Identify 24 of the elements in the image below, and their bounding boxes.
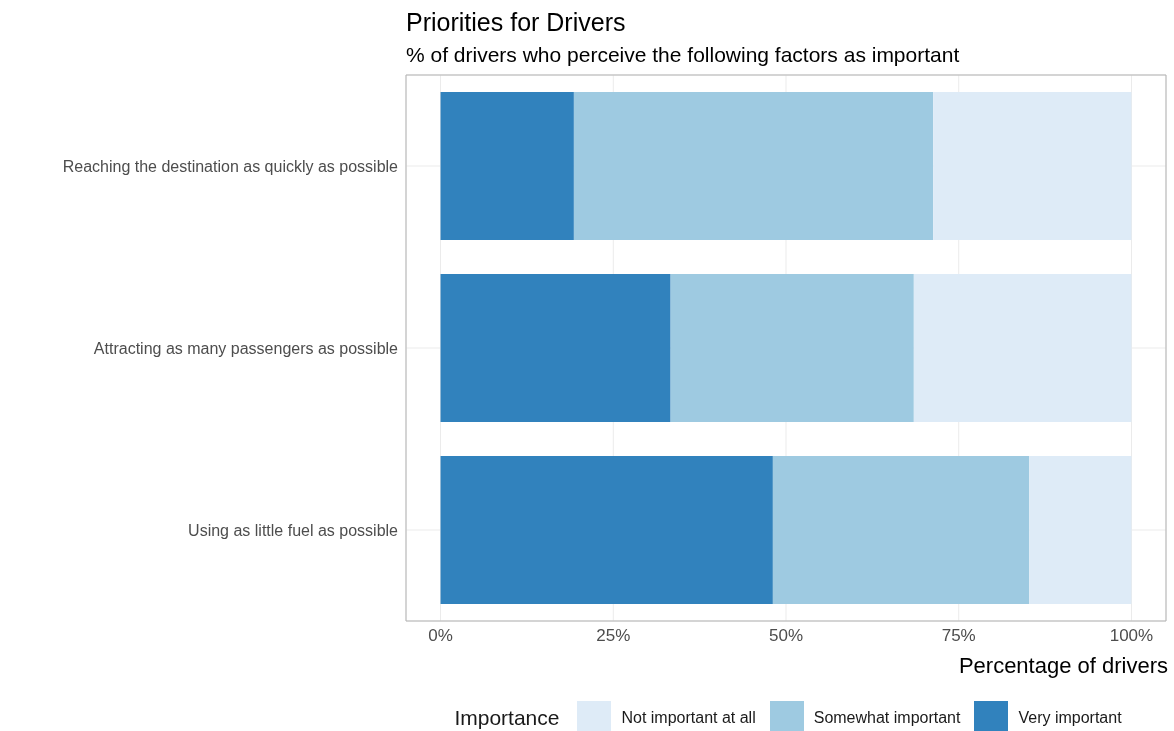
legend-label: Very important	[1018, 709, 1122, 727]
x-tick-label: 25%	[596, 626, 631, 646]
x-tick-label: 0%	[428, 626, 453, 646]
x-axis-title: Percentage of drivers	[957, 653, 1168, 679]
bar	[1029, 456, 1132, 604]
bar	[440, 274, 671, 422]
bar	[913, 274, 1132, 422]
bar	[440, 92, 574, 240]
chart-title: Priorities for Drivers	[406, 8, 627, 37]
bar	[772, 456, 1030, 604]
legend-label: Somewhat important	[813, 709, 961, 727]
y-tick-label: Using as little fuel as possible	[188, 521, 399, 539]
x-tick-label: 75%	[941, 626, 976, 646]
bar	[933, 92, 1132, 240]
legend-label: Not important at all	[621, 709, 756, 727]
bar	[440, 456, 773, 604]
x-tick-label: 100%	[1109, 626, 1154, 646]
x-tick-label: 50%	[768, 626, 804, 646]
bar	[670, 274, 914, 422]
legend-title: Importance	[454, 706, 560, 730]
y-tick-label: Reaching the destination as quickly as possible	[62, 157, 399, 175]
chart-subtitle: % of drivers who perceive the following factors as important	[406, 43, 961, 67]
bar	[573, 92, 934, 240]
y-tick-label: Attracting as many passengers as possible	[93, 339, 399, 357]
